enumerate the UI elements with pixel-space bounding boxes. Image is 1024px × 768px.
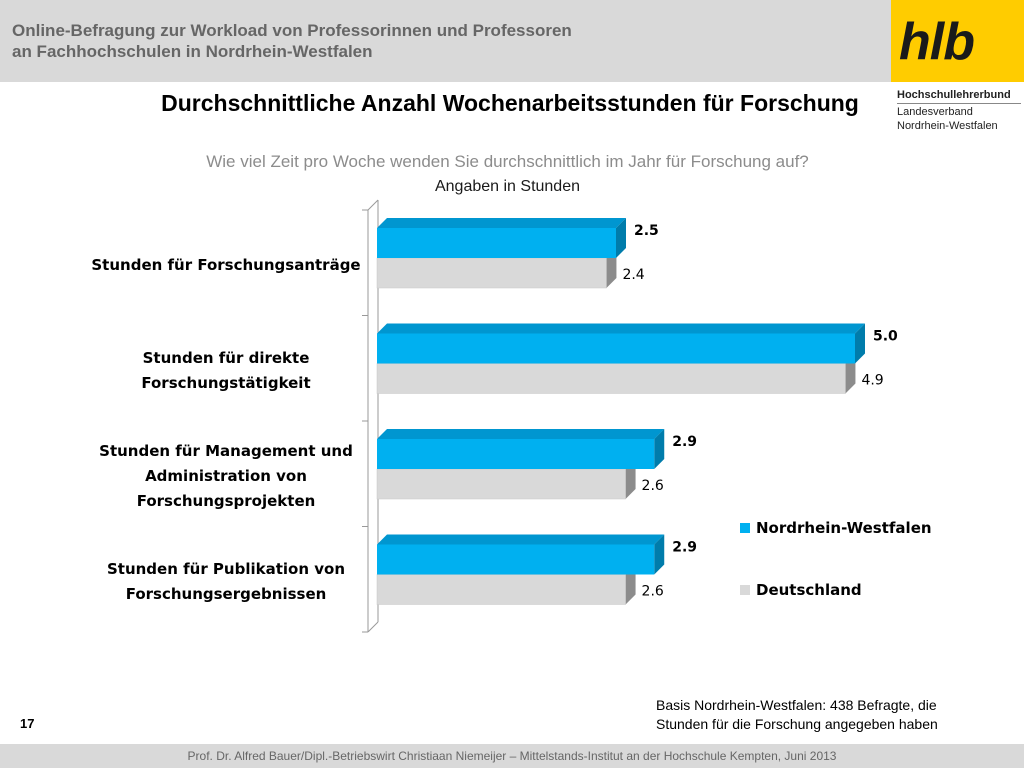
axis-wall-bottom bbox=[367, 621, 379, 633]
value-label-de: 4.9 bbox=[861, 373, 883, 389]
category-label-line: Administration von bbox=[145, 466, 307, 485]
bar-de bbox=[376, 468, 626, 500]
bar-nrw-top bbox=[377, 323, 865, 334]
category-label-line: Forschungsprojekten bbox=[136, 491, 316, 510]
legend-item-de: Deutschland bbox=[740, 581, 862, 599]
value-label-nrw: 2.5 bbox=[634, 223, 659, 239]
value-label-de: 2.4 bbox=[622, 267, 644, 283]
value-label-de: 2.6 bbox=[642, 584, 664, 600]
category-label-line: Stunden für Publikation von bbox=[106, 559, 346, 578]
logo-text: hlb bbox=[899, 13, 975, 71]
basis-note: Basis Nordrhein-Westfalen: 438 Befragte,… bbox=[656, 697, 938, 732]
bar-nrw-top bbox=[377, 429, 665, 439]
category-label-line: Stunden für Management und bbox=[99, 441, 353, 460]
category-label: Stunden für Forschungsanträge bbox=[80, 253, 372, 278]
page-number: 17 bbox=[20, 716, 35, 731]
legend-label-nrw: Nordrhein-Westfalen bbox=[756, 519, 932, 537]
chart-title: Durchschnittliche Anzahl Wochenarbeitsst… bbox=[161, 90, 859, 116]
bar-nrw bbox=[377, 333, 855, 364]
bar-nrw-top bbox=[377, 218, 626, 228]
legend-item-nrw: Nordrhein-Westfalen bbox=[740, 519, 932, 537]
bar-nrw-side bbox=[855, 323, 865, 364]
org-line-3: Nordrhein-Westfalen bbox=[897, 120, 998, 132]
legend-swatch-de bbox=[740, 585, 750, 595]
bar-de bbox=[376, 257, 607, 289]
value-label-nrw: 2.9 bbox=[672, 434, 697, 450]
bar-nrw-side bbox=[654, 534, 665, 575]
bar-nrw-side bbox=[616, 218, 626, 258]
org-name: Hochschullehrerbund bbox=[897, 89, 1011, 101]
category-label-line: Stunden für direkte bbox=[142, 348, 310, 367]
chart-subtitle: Wie viel Zeit pro Woche wenden Sie durch… bbox=[206, 152, 809, 171]
header-band bbox=[0, 0, 1024, 82]
bar-nrw-top bbox=[377, 534, 665, 545]
footer-band: Prof. Dr. Alfred Bauer/Dipl.-Betriebswir… bbox=[0, 744, 1024, 768]
chart-unit-note: Angaben in Stunden bbox=[434, 178, 580, 195]
bar-chart: 2.5 2.4 5.0 4.9 2.9 2.6 2.9 2.6 bbox=[362, 199, 898, 633]
bar-de bbox=[376, 363, 846, 394]
hlb-logo: hlb bbox=[891, 0, 1024, 82]
category-label-line: Forschungsergebnissen bbox=[125, 584, 327, 603]
org-line-2: Landesverband bbox=[897, 106, 973, 118]
bar-nrw bbox=[377, 228, 616, 258]
value-label-de: 2.6 bbox=[642, 478, 664, 494]
legend-label-de: Deutschland bbox=[756, 581, 862, 599]
category-label: Stunden für Management und Administration… bbox=[80, 439, 372, 514]
category-label-line: Stunden für Forschungsanträge bbox=[91, 255, 361, 274]
axis-wall-top bbox=[367, 199, 379, 211]
value-label-nrw: 2.9 bbox=[672, 540, 697, 556]
category-label-line: Forschungstätigkeit bbox=[141, 373, 311, 392]
legend-swatch-nrw bbox=[740, 523, 750, 533]
category-label: Stunden für direkte Forschungstätigkeit bbox=[80, 346, 372, 396]
value-label-nrw: 5.0 bbox=[873, 329, 898, 345]
org-block: Hochschullehrerbund Landesverband Nordrh… bbox=[897, 88, 1021, 133]
footer-credit: Prof. Dr. Alfred Bauer/Dipl.-Betriebswir… bbox=[187, 749, 837, 763]
bar-nrw bbox=[377, 439, 655, 469]
org-divider bbox=[897, 103, 1021, 104]
presentation-title: Online-Befragung zur Workload von Profes… bbox=[12, 21, 572, 61]
category-label: Stunden für Publikation von Forschungserg… bbox=[80, 557, 372, 607]
bar-nrw-side bbox=[654, 429, 665, 469]
bar-nrw bbox=[377, 544, 655, 575]
bar-de bbox=[376, 574, 626, 605]
